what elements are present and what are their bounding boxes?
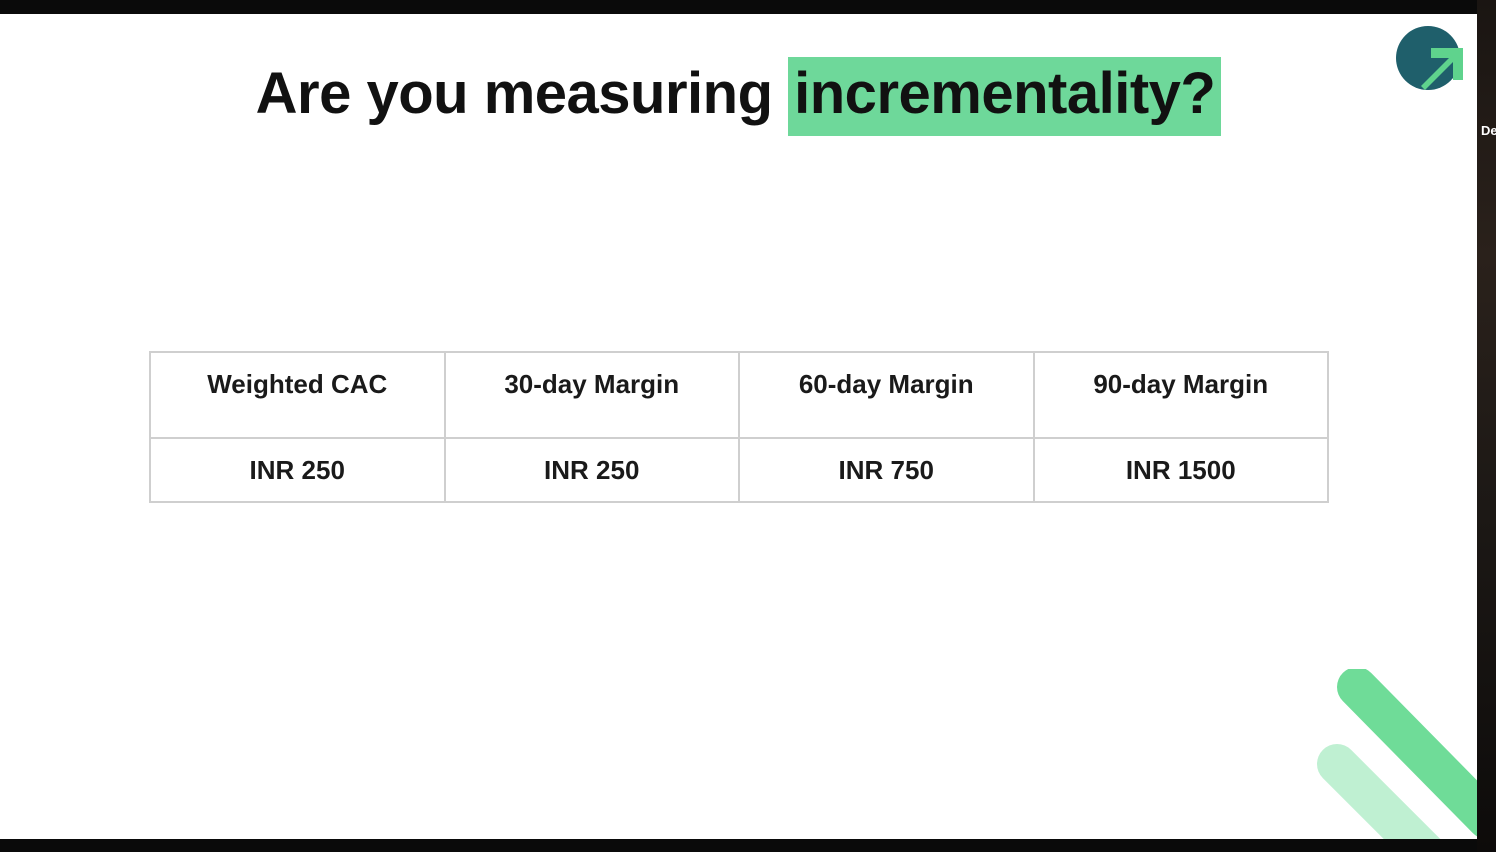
table-header-row: Weighted CAC 30-day Margin 60-day Margin…: [149, 351, 1329, 439]
slide-title-plain: Are you measuring: [255, 61, 789, 126]
table-cell: INR 750: [738, 437, 1035, 503]
participant-name-label: De: [1481, 123, 1496, 138]
table-row: INR 250 INR 250 INR 750 INR 1500: [149, 437, 1329, 503]
slide-title-highlight: incrementality?: [788, 57, 1222, 136]
metrics-table: Weighted CAC 30-day Margin 60-day Margin…: [149, 351, 1329, 503]
table-cell: INR 250: [149, 437, 446, 503]
table-header-cell: 90-day Margin: [1032, 351, 1329, 439]
table-cell: INR 1500: [1032, 437, 1329, 503]
arrow-circle-logo-icon: [1396, 26, 1463, 90]
presentation-slide: Are you measuring incrementality? Weight…: [0, 14, 1477, 839]
slide-title: Are you measuring incrementality?: [0, 57, 1477, 136]
table-header-cell: 60-day Margin: [738, 351, 1035, 439]
participant-video-strip: [1477, 0, 1496, 852]
table-header-cell: Weighted CAC: [149, 351, 446, 439]
table-cell: INR 250: [443, 437, 740, 503]
table-header-cell: 30-day Margin: [443, 351, 740, 439]
green-diagonal-stripes-decoration: [1317, 669, 1477, 839]
